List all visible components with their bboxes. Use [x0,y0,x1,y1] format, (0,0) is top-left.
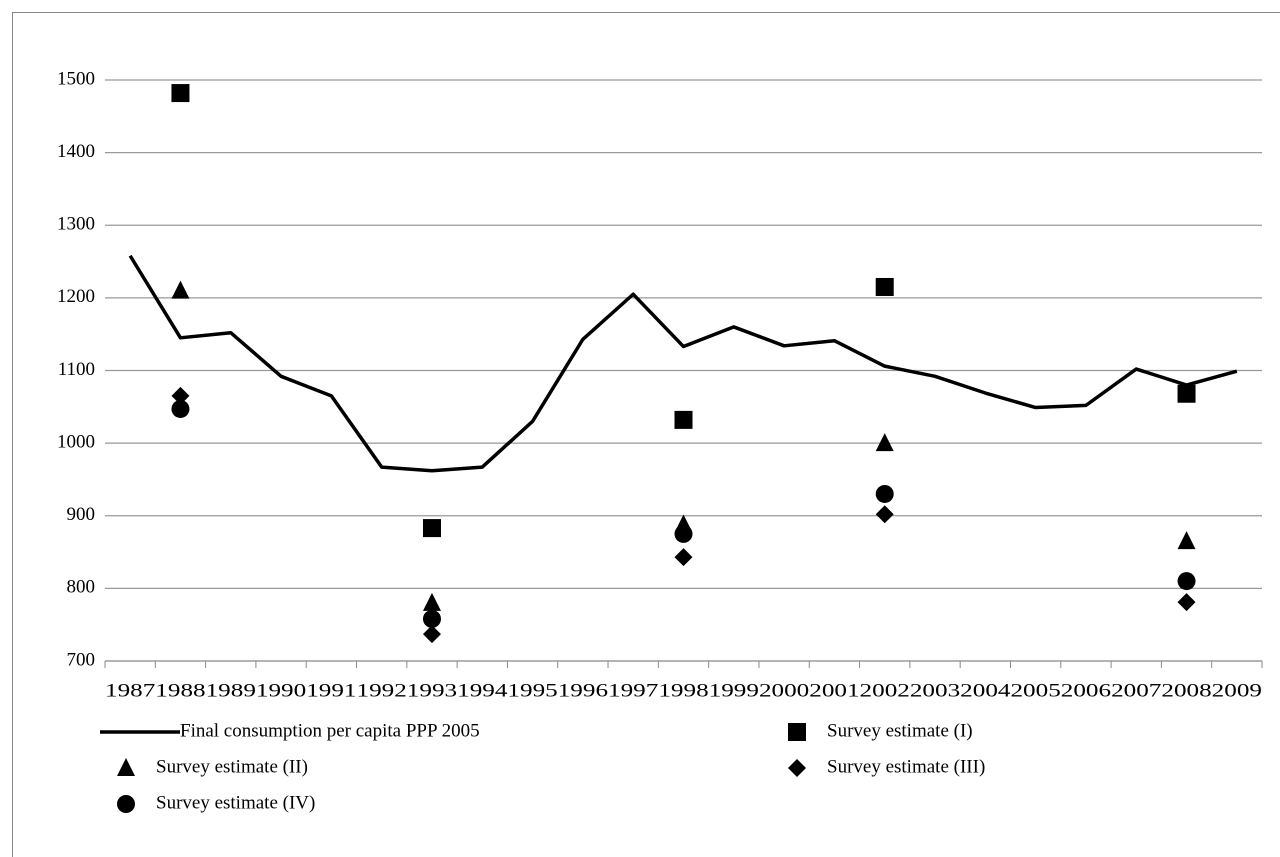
legend-label: Survey estimate (I) [827,720,973,741]
marker-square [674,410,693,429]
marker-square [788,723,806,741]
x-tick-label: 1988 [155,680,205,701]
marker-diamond [171,386,190,405]
marker-circle [1177,572,1196,591]
x-tick-label: 2006 [1061,680,1111,701]
x-tick-label: 2004 [960,680,1011,701]
x-tick-label: 2003 [910,680,960,701]
marker-diamond [788,759,806,777]
legend-label: Survey estimate (IV) [156,792,315,813]
x-tick-label: 2008 [1161,680,1211,701]
x-tick-label: 1999 [709,680,759,701]
y-tick-label: 1200 [57,286,95,307]
marker-square [171,84,190,103]
marker-triangle [1177,531,1196,550]
x-tick-label: 1992 [357,680,407,701]
x-tick-label: 1993 [407,680,457,701]
marker-diamond [1177,593,1196,612]
y-tick-label: 1400 [57,141,95,162]
legend-label: Survey estimate (III) [827,756,985,777]
x-tick-label: 2000 [759,680,809,701]
x-tick-label: 1989 [206,680,256,701]
marker-circle [422,609,441,628]
legend-label: Final consumption per capita PPP 2005 [180,720,480,741]
y-tick-label: 800 [67,577,96,598]
marker-square [1177,384,1196,403]
marker-triangle [117,758,135,776]
y-tick-label: 700 [67,649,96,670]
x-tick-label: 1995 [507,680,557,701]
marker-triangle [875,433,894,452]
marker-triangle [171,280,190,299]
x-tick-label: 1991 [306,680,356,701]
y-tick-label: 1500 [57,68,95,89]
x-tick-label: 2001 [809,680,859,701]
chart-border [12,12,1280,857]
marker-circle [171,399,190,418]
x-tick-label: 2005 [1010,680,1060,701]
y-tick-label: 1100 [58,359,95,380]
legend-label: Survey estimate (II) [156,756,308,777]
y-tick-label: 900 [67,504,96,525]
series-line [128,254,1238,473]
marker-circle [875,484,894,503]
x-tick-label: 1997 [608,680,658,701]
marker-square [422,519,441,538]
x-tick-label: 2009 [1212,680,1262,701]
x-tick-label: 1996 [558,680,608,701]
marker-circle [117,795,135,813]
marker-diamond [875,505,894,524]
marker-triangle [422,592,441,611]
y-tick-label: 1000 [57,431,95,452]
x-tick-label: 1990 [256,680,306,701]
y-tick-label: 1300 [57,214,95,235]
x-tick-label: 1987 [105,680,155,701]
x-tick-label: 1998 [658,680,708,701]
marker-square [875,277,894,296]
x-tick-label: 1994 [457,680,508,701]
marker-diamond [422,625,441,644]
x-tick-label: 2007 [1111,680,1161,701]
marker-diamond [674,548,693,567]
marker-circle [674,524,693,543]
x-tick-label: 2002 [860,680,910,701]
